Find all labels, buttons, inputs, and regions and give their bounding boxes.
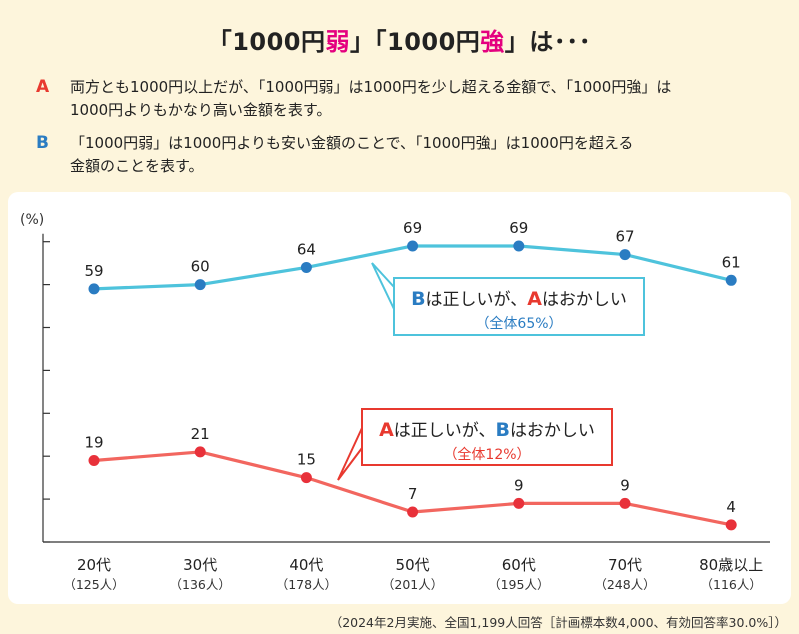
x-tick-label: 60代 (502, 556, 536, 574)
callout-blue-total: （全体65%） (475, 316, 563, 332)
data-point-blue (88, 283, 100, 295)
data-label-blue: 64 (297, 240, 316, 258)
option-b-line2: 金額のことを表す。 (70, 157, 204, 175)
title-strong: 強 (480, 28, 505, 56)
data-point-red (407, 506, 419, 518)
callout-red-total: （全体12%） (443, 447, 531, 463)
data-label-red: 9 (514, 476, 524, 494)
x-tick-count: （195人） (488, 577, 549, 592)
data-label-blue: 69 (403, 219, 422, 237)
option-b-badge: B (36, 133, 49, 153)
callout-blue-b: B (411, 288, 426, 310)
data-point-blue (407, 240, 419, 252)
option-a-line2: 1000円よりもかなり高い金額を表す。 (70, 101, 332, 119)
callout-blue-pointer (371, 262, 395, 310)
chart-title: 「1000円弱」「1000円強」は･･･ (207, 28, 592, 56)
data-label-red: 21 (191, 425, 210, 443)
data-label-blue: 61 (722, 253, 741, 271)
callout-red-pointer (337, 427, 363, 481)
x-tick-label: 70代 (608, 556, 642, 574)
x-tick-count: （178人） (276, 577, 337, 592)
data-point-red (300, 472, 312, 484)
data-label-red: 19 (84, 433, 103, 451)
option-a-badge: A (36, 77, 50, 97)
footnote: （2024年2月実施、全国1,199人回答［計画標本数4,000、有効回答率30… (329, 615, 787, 630)
x-tick-label: 40代 (289, 556, 323, 574)
data-point-blue (194, 279, 206, 291)
callout-blue: Bは正しいが、Aはおかしい （全体65%） (393, 277, 645, 336)
data-label-blue: 60 (191, 258, 210, 276)
data-point-blue (725, 274, 737, 286)
data-point-blue (513, 240, 525, 252)
x-tick-count: （125人） (63, 577, 124, 592)
x-tick-label: 30代 (183, 556, 217, 574)
y-axis-label: (%) (20, 212, 44, 228)
callout-red-a: A (379, 419, 394, 441)
data-label-red: 15 (297, 451, 316, 469)
callout-blue-a: A (527, 288, 542, 310)
data-point-red (619, 497, 631, 509)
x-tick-count: （201人） (382, 577, 443, 592)
chart-panel (8, 192, 791, 604)
x-tick-count: （116人） (701, 577, 762, 592)
data-point-blue (619, 249, 631, 261)
callout-red-b: B (495, 419, 510, 441)
data-point-red (88, 454, 100, 466)
x-tick-label: 20代 (77, 556, 111, 574)
x-tick-count: （136人） (170, 577, 231, 592)
data-label-red: 7 (408, 485, 418, 503)
data-label-blue: 59 (84, 262, 103, 280)
data-point-red (194, 446, 206, 458)
data-point-red (725, 519, 737, 531)
callout-red: Aは正しいが、Bはおかしい （全体12%） (361, 408, 613, 466)
data-point-blue (300, 261, 312, 273)
data-label-blue: 69 (509, 219, 528, 237)
data-point-red (513, 497, 525, 509)
x-tick-label: 50代 (396, 556, 430, 574)
option-b-line1: 「1000円弱」は1000円よりも安い金額のことで、「1000円強」は1000円… (70, 134, 634, 152)
data-label-blue: 67 (615, 228, 634, 246)
data-label-red: 9 (620, 476, 630, 494)
title-weak: 弱 (325, 28, 350, 56)
x-tick-count: （248人） (594, 577, 655, 592)
x-tick-label: 80歳以上 (699, 556, 763, 574)
data-label-red: 4 (726, 498, 736, 516)
option-a-line1: 両方とも1000円以上だが、「1000円弱」は1000円を少し超える金額で、「1… (70, 78, 672, 96)
